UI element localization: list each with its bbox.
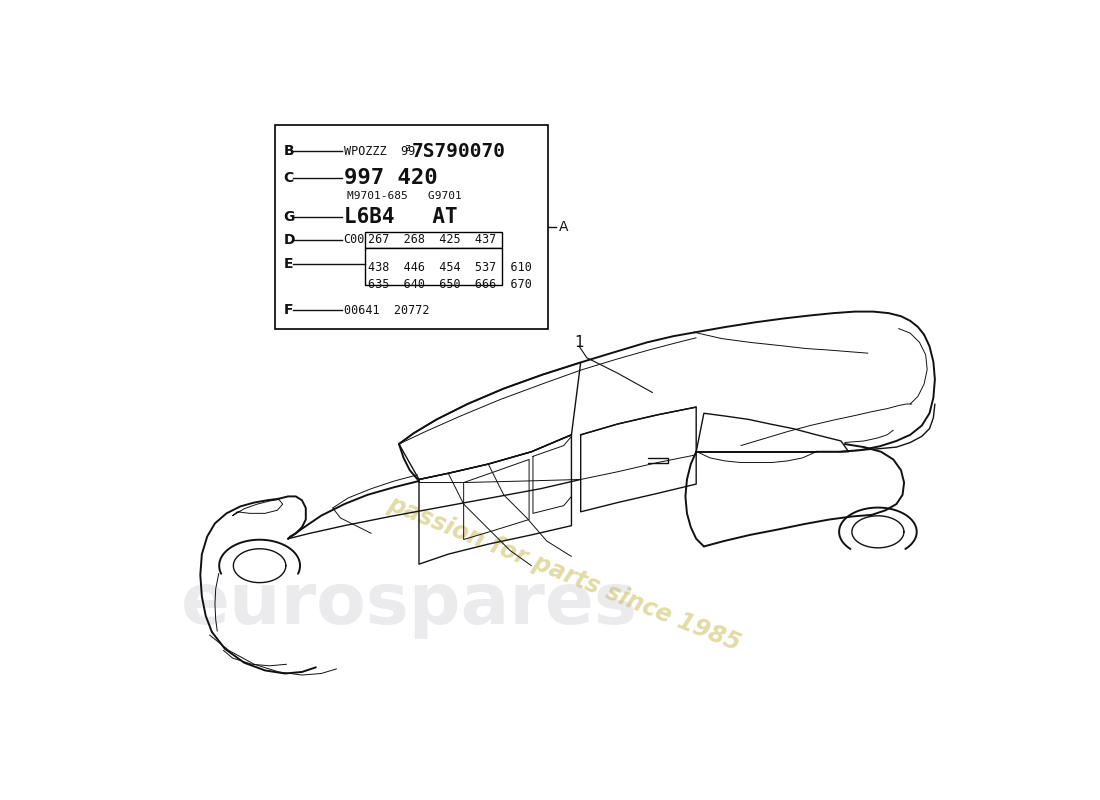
Text: z: z — [405, 143, 411, 154]
Text: WPOZZZ  99: WPOZZZ 99 — [343, 145, 415, 158]
Text: 997 420: 997 420 — [343, 168, 437, 188]
Text: C: C — [284, 170, 294, 185]
Text: E: E — [284, 257, 293, 271]
Text: 438  446  454  537  610: 438 446 454 537 610 — [368, 262, 532, 274]
Bar — [365, 232, 502, 248]
Text: 635  640  650  666  670: 635 640 650 666 670 — [368, 278, 532, 291]
Text: L6B4   AT: L6B4 AT — [343, 207, 458, 227]
Text: A: A — [559, 220, 569, 234]
Text: M9701-685   G9701: M9701-685 G9701 — [348, 191, 462, 201]
Text: 00641  20772: 00641 20772 — [343, 303, 429, 317]
Bar — [365, 248, 502, 285]
Text: D: D — [284, 233, 295, 247]
Text: eurospares: eurospares — [182, 570, 638, 638]
Text: 7S790070: 7S790070 — [411, 142, 505, 161]
Text: passion for parts since 1985: passion for parts since 1985 — [384, 491, 744, 655]
Text: G: G — [284, 210, 295, 224]
Text: 1: 1 — [574, 335, 584, 350]
Text: B: B — [284, 145, 294, 158]
Text: 267  268  425  437: 267 268 425 437 — [368, 234, 496, 246]
Text: C00: C00 — [343, 234, 365, 246]
Bar — [275, 126, 548, 329]
Text: F: F — [284, 303, 293, 317]
